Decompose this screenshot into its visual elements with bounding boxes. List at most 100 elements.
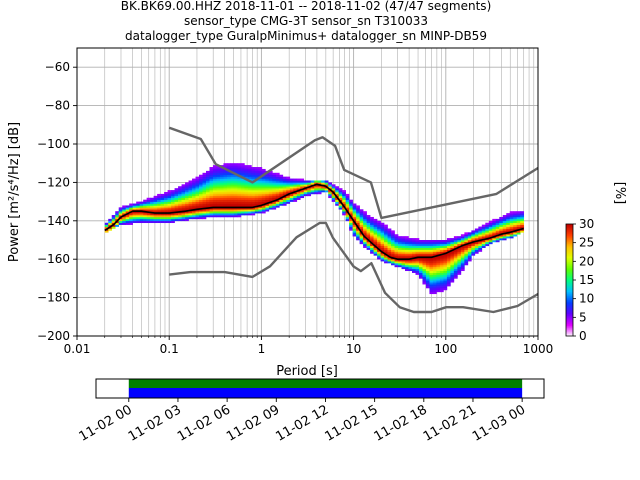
heatmap-cell <box>212 174 217 177</box>
heatmap-cell <box>377 251 381 254</box>
heatmap-cell <box>436 257 441 260</box>
y-tick-label: −180 <box>37 291 70 305</box>
heatmap-cell <box>185 184 189 187</box>
heatmap-cell <box>377 232 381 235</box>
heatmap-cell <box>422 241 427 245</box>
heatmap-cell <box>286 195 291 199</box>
heatmap-cell <box>314 182 319 185</box>
heatmap-cell <box>230 165 235 168</box>
heatmap-cell <box>206 174 210 177</box>
heatmap-cell <box>415 257 420 260</box>
heatmap-cell <box>111 224 116 227</box>
heatmap-cell <box>275 186 280 189</box>
heatmap-cell <box>104 224 109 227</box>
heatmap-cell <box>136 218 140 222</box>
heatmap-cell <box>513 211 518 214</box>
heatmap-cell <box>247 168 252 172</box>
heatmap-cell <box>216 167 221 170</box>
heatmap-cell <box>181 193 186 197</box>
timeline-tick-label: 11-02 21 <box>421 402 479 444</box>
heatmap-cell <box>391 253 395 256</box>
heatmap-cell <box>467 249 472 252</box>
heatmap-cell <box>219 182 224 185</box>
heatmap-cell <box>251 193 256 197</box>
heatmap-cell <box>115 216 120 220</box>
heatmap-cell <box>226 213 231 216</box>
heatmap-cell <box>401 259 406 262</box>
heatmap-cell <box>251 203 256 206</box>
heatmap-cell <box>199 205 203 208</box>
heatmap-cell <box>356 213 360 216</box>
heatmap-cell <box>439 245 444 248</box>
heatmap-cell <box>226 182 231 185</box>
colorbar-step <box>566 258 573 261</box>
heatmap-cell <box>150 218 154 222</box>
heatmap-cell <box>216 180 221 183</box>
heatmap-cell <box>429 241 434 245</box>
heatmap-cell <box>338 192 343 195</box>
x-tick-label: 0.01 <box>64 342 91 356</box>
heatmap-cell <box>446 284 451 287</box>
heatmap-cell <box>125 220 130 224</box>
heatmap-cell <box>457 263 462 266</box>
heatmap-cell <box>164 220 168 224</box>
heatmap-cell <box>377 240 381 243</box>
heatmap-cell <box>474 238 479 241</box>
heatmap-cell <box>233 188 238 191</box>
heatmap-cell <box>129 213 133 216</box>
colorbar-tick-label: 5 <box>579 310 587 324</box>
heatmap-cell <box>418 272 423 275</box>
heatmap-cell <box>422 259 427 262</box>
heatmap-cell <box>209 190 214 193</box>
heatmap-cell <box>436 288 441 291</box>
colorbar-tick-label: 0 <box>579 329 587 343</box>
heatmap-cell <box>202 215 207 218</box>
heatmap-cell <box>387 253 392 256</box>
heatmap-cell <box>488 220 493 224</box>
heatmap-cell <box>188 186 193 189</box>
heatmap-cell <box>202 216 207 220</box>
heatmap-cell <box>223 192 228 195</box>
heatmap-cell <box>450 241 455 245</box>
heatmap-cell <box>129 203 133 206</box>
x-tick-label: 1 <box>258 342 266 356</box>
heatmap-cell <box>377 249 381 252</box>
colorbar-step <box>566 252 573 255</box>
heatmap-cell <box>247 165 252 168</box>
heatmap-cell <box>345 201 350 204</box>
heatmap-cell <box>432 263 437 266</box>
x-axis-label: Period [s] <box>276 364 338 379</box>
heatmap-cell <box>261 168 266 172</box>
heatmap-cell <box>115 213 120 216</box>
heatmap-cell <box>436 266 441 270</box>
heatmap-cell <box>261 205 266 208</box>
heatmap-cell <box>380 241 385 245</box>
heatmap-cell <box>359 211 364 214</box>
heatmap-cell <box>436 247 441 250</box>
heatmap-cell <box>502 228 507 231</box>
heatmap-cell <box>405 243 409 247</box>
heatmap-cell <box>181 216 186 220</box>
heatmap-cell <box>457 241 462 245</box>
y-axis-label: Power [m²/s⁴/Hz] [dB] <box>7 122 22 262</box>
heatmap-cell <box>436 274 441 277</box>
heatmap-cell <box>439 247 444 250</box>
heatmap-cell <box>153 199 158 202</box>
heatmap-cell <box>398 245 402 248</box>
heatmap-cell <box>115 215 120 218</box>
y-tick-label: −160 <box>37 252 70 266</box>
heatmap-cell <box>425 266 430 270</box>
heatmap-cell <box>478 238 483 241</box>
heatmap-cell <box>516 211 521 214</box>
heatmap-cell <box>209 168 214 172</box>
heatmap-cell <box>338 190 343 193</box>
heatmap-cell <box>206 182 210 185</box>
heatmap-cell <box>429 272 434 275</box>
heatmap-cell <box>495 218 500 222</box>
heatmap-cell <box>380 230 385 233</box>
heatmap-cell <box>478 249 483 252</box>
heatmap-cell <box>244 192 249 195</box>
heatmap-cell <box>209 180 214 183</box>
heatmap-cell <box>450 243 455 247</box>
heatmap-cell <box>405 266 409 270</box>
